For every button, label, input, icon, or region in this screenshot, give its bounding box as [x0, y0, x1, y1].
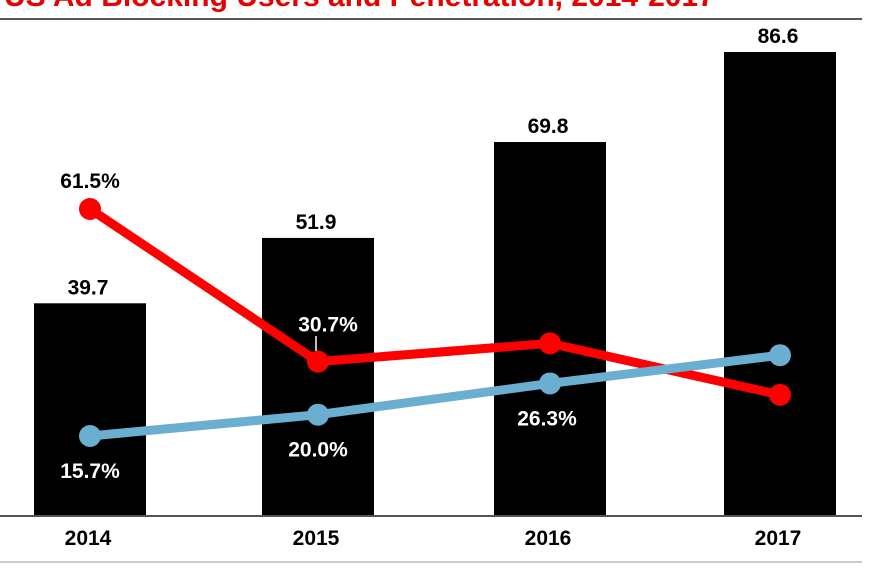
series-point	[769, 383, 791, 406]
labels-layer: 39.7 51.9 69.8 86.6 61.5% 30.7% 34.4% 24.0% 15.7…	[60, 25, 813, 483]
series-point-label: 15.7%	[60, 460, 120, 483]
x-tick-label: 2014	[65, 527, 112, 550]
series-point	[307, 403, 329, 426]
series-point	[79, 198, 101, 220]
series-point	[769, 344, 791, 367]
series-point	[539, 372, 561, 395]
bar-2016	[494, 142, 606, 516]
series-point	[79, 425, 101, 447]
series-point-label: 26.3%	[517, 407, 577, 430]
bar-2014	[34, 303, 146, 516]
series-point	[307, 350, 329, 373]
bar-value-label: 86.6	[758, 25, 799, 48]
chart-title: US Ad Blocking Users and Penetration, 20…	[4, 0, 715, 13]
x-tick-label: 2017	[755, 527, 802, 550]
bar-value-label: 51.9	[296, 211, 337, 234]
series-point	[539, 332, 561, 355]
bar-value-label: 69.8	[528, 115, 569, 138]
bar-2017	[724, 52, 836, 516]
x-tick-label: 2016	[525, 527, 572, 550]
series-point-label: 20.0%	[288, 439, 348, 462]
series-point-label: 61.5%	[60, 170, 120, 193]
series-point-label: 34.4%	[520, 300, 580, 323]
series-line-blue	[85, 350, 785, 441]
x-tick-label: 2015	[293, 527, 340, 550]
bar-2015	[262, 237, 374, 516]
x-tick-labels: 2014 2015 2016 2017	[65, 527, 802, 550]
bar-value-label: 39.7	[68, 276, 109, 299]
series-point-label: 32.0%	[745, 315, 805, 338]
bars-layer	[34, 52, 836, 516]
series-point-label: 30.7%	[298, 314, 358, 337]
series-point-label: 24.0%	[753, 422, 813, 445]
lines-layer	[79, 198, 791, 447]
